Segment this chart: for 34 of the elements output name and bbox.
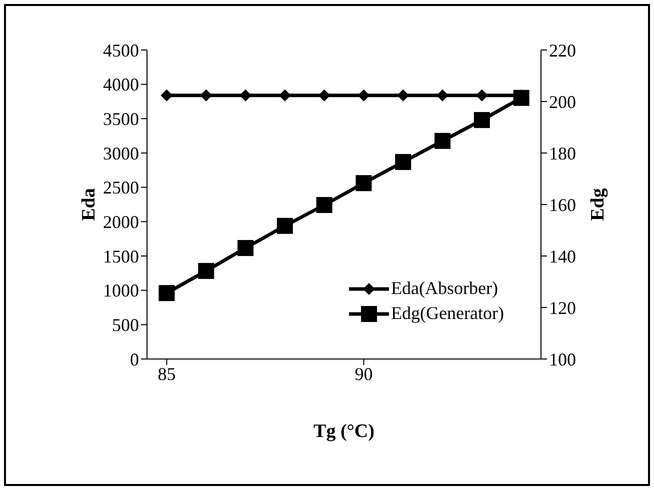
legend-label: Edg(Generator) <box>391 303 504 324</box>
y2-tick-label: 100 <box>549 349 576 370</box>
y-tick-label: 4000 <box>103 74 139 95</box>
y-tick-label: 3500 <box>103 109 139 130</box>
point <box>238 240 254 256</box>
y-tick-label: 2500 <box>103 178 139 198</box>
y-tick-label: 2000 <box>103 212 139 232</box>
y2-tick-label: 220 <box>549 40 576 60</box>
point <box>276 218 293 234</box>
x-axis-title: Tg (°C) <box>314 421 374 442</box>
point <box>434 132 450 149</box>
y-tick-label: 0 <box>130 349 139 370</box>
y2-tick-label: 140 <box>549 246 576 266</box>
y2-axis-title: Edg <box>588 188 609 221</box>
y2-tick-label: 160 <box>549 194 576 215</box>
y-tick-label: 4500 <box>103 40 139 60</box>
point <box>513 90 530 106</box>
point <box>395 154 412 170</box>
x-tick-label: 90 <box>354 364 373 384</box>
y-tick-label: 1000 <box>103 280 139 301</box>
point <box>198 262 214 279</box>
x-tick-label: 85 <box>158 364 176 384</box>
y2-tick-label: 180 <box>549 143 576 164</box>
y-tick-label: 1500 <box>103 246 139 266</box>
y-tick-label: 3000 <box>103 143 139 164</box>
point <box>158 285 175 302</box>
point <box>474 112 490 128</box>
legend-label: Eda(Absorber) <box>391 278 498 299</box>
y-axis-title: Eda <box>78 188 100 221</box>
y-tick-label: 500 <box>112 315 139 336</box>
y2-tick-label: 120 <box>549 298 576 318</box>
point <box>316 197 332 214</box>
y2-tick-label: 200 <box>549 92 576 112</box>
point <box>356 175 372 192</box>
